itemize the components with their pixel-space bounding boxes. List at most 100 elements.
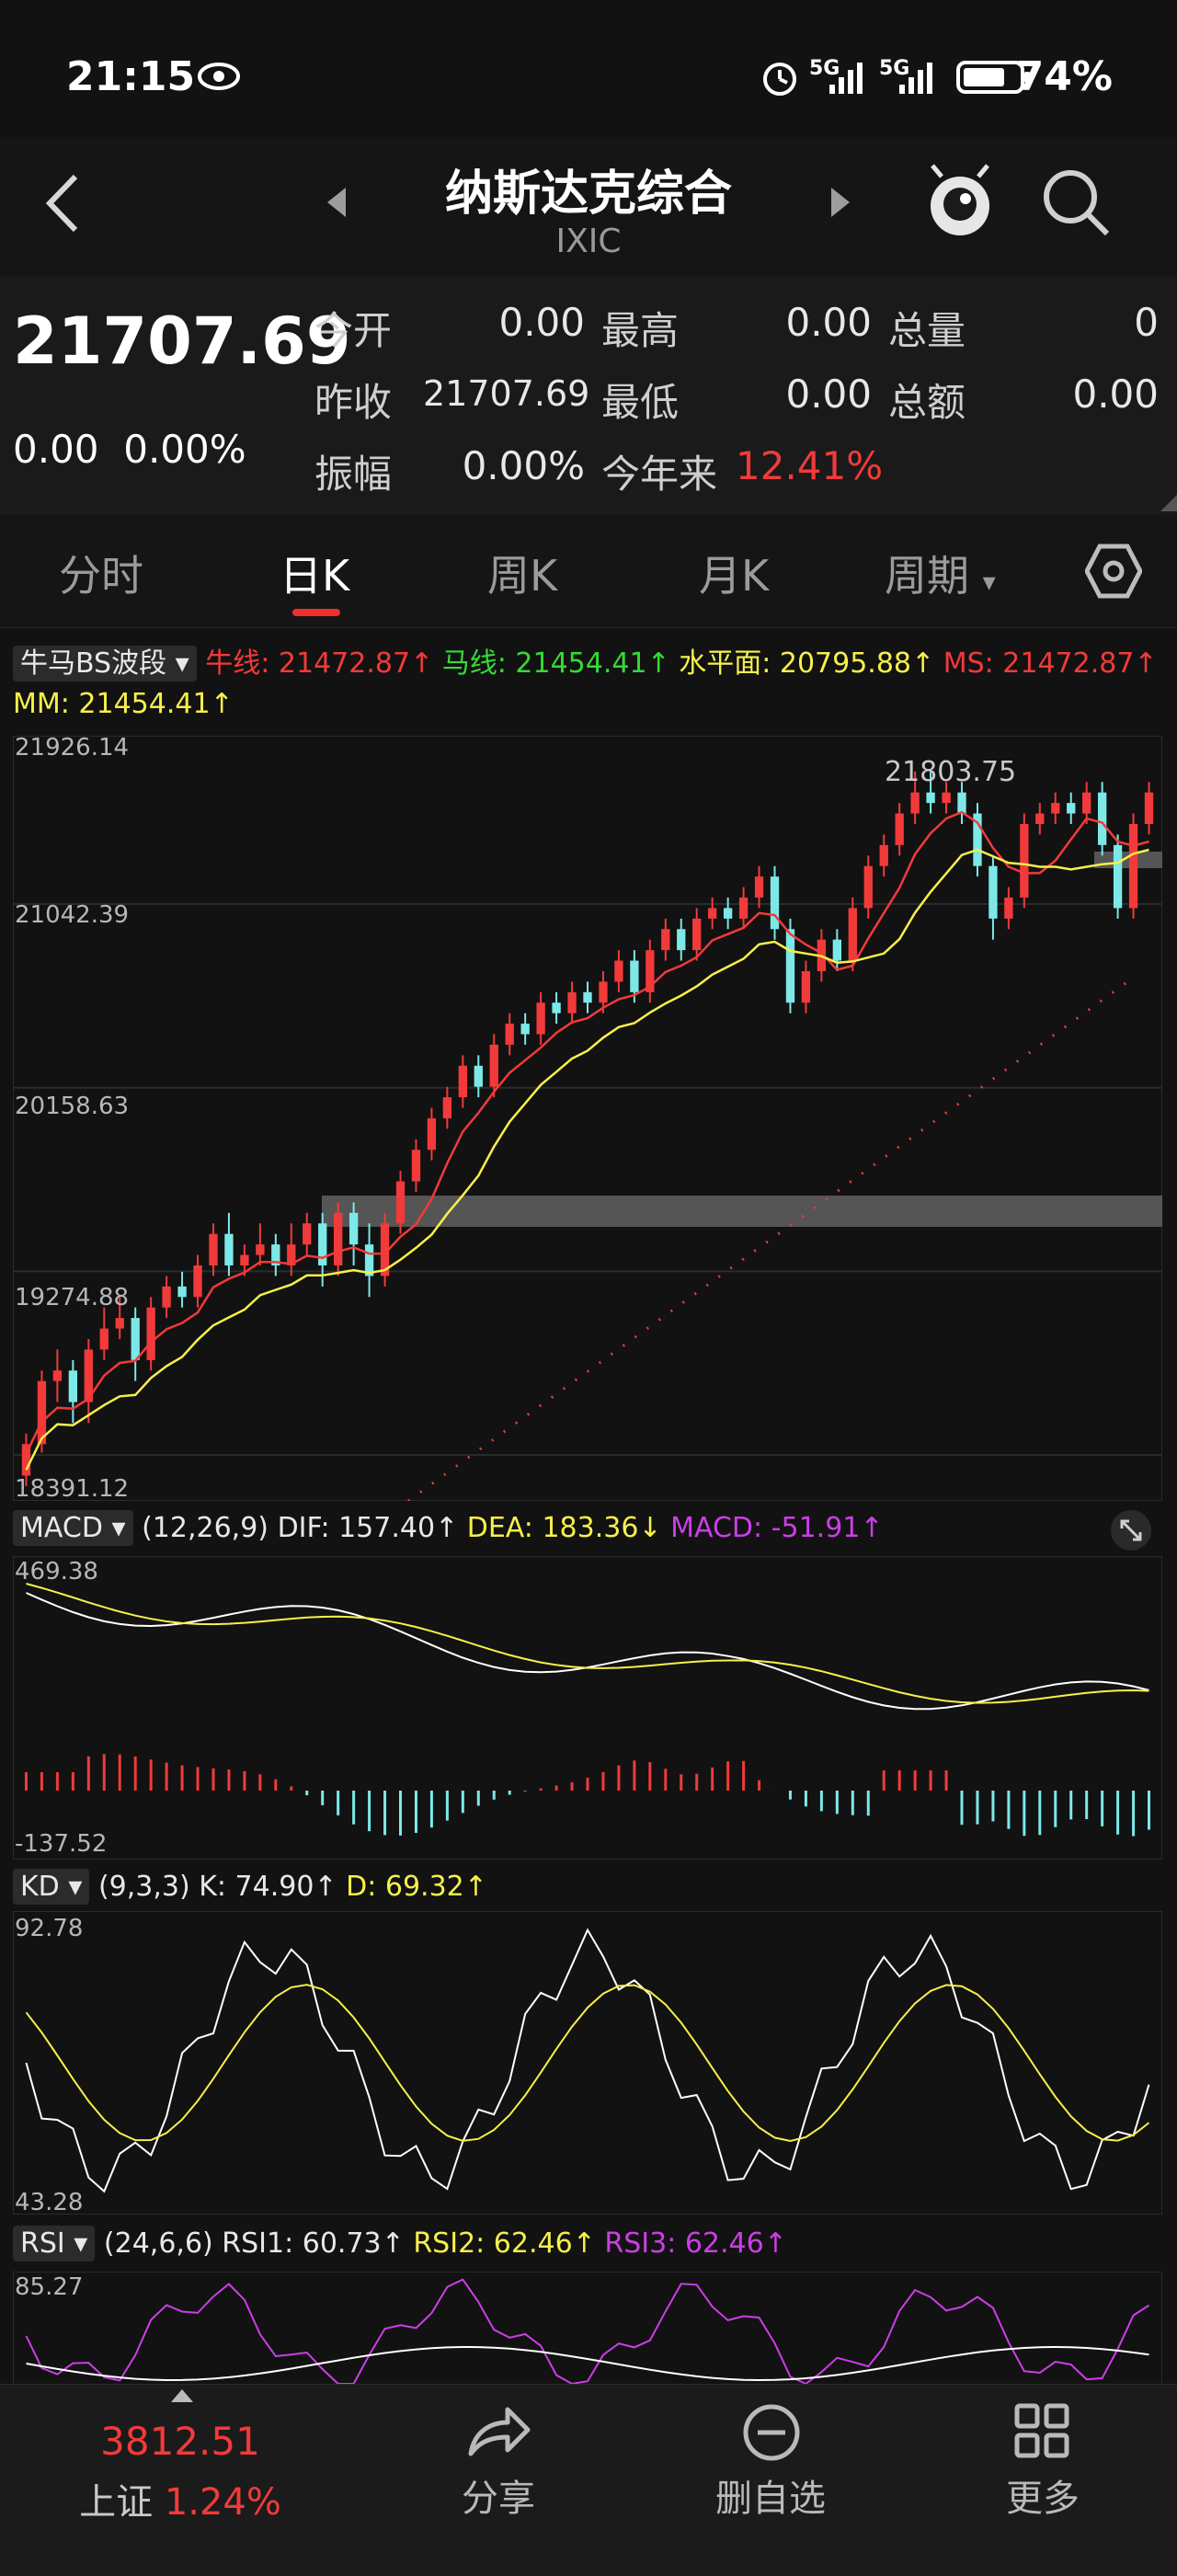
- main-indicator-name: 牛马BS波段: [20, 647, 167, 680]
- candle-body: [240, 1254, 249, 1265]
- share-label[interactable]: 分享: [462, 2478, 535, 2520]
- more-label[interactable]: 更多: [1006, 2478, 1080, 2520]
- candle-body: [489, 1044, 498, 1087]
- tab-period[interactable]: 周期 ▾: [885, 543, 996, 603]
- candle-body: [1113, 844, 1123, 909]
- candle-body: [1067, 803, 1076, 814]
- candle-body: [630, 960, 639, 992]
- field-label-open: 今开: [314, 308, 393, 353]
- candle-body: [1004, 897, 1013, 919]
- kd-legend: KD ▾ (9,3,3) K: 74.90↑ D: 69.32↑: [13, 1869, 487, 1905]
- stock-code: IXIC: [555, 223, 622, 260]
- more-grid-icon[interactable]: [1013, 2402, 1070, 2459]
- mascot-icon[interactable]: [923, 162, 997, 245]
- chart-frame: [13, 1556, 1162, 1860]
- candle-body: [520, 1024, 530, 1035]
- indicator-ms: MS: 21472.87↑: [943, 647, 1158, 680]
- d-line: [25, 1984, 1150, 2143]
- index-name: 上证: [79, 2481, 154, 2524]
- candle-body: [832, 939, 842, 961]
- main-indicator-select[interactable]: 牛马BS波段 ▾: [13, 646, 197, 681]
- candle-body: [895, 813, 904, 845]
- candle-body: [442, 1097, 452, 1118]
- niu-line: [25, 810, 1149, 1454]
- chart-frame: [13, 1911, 1162, 2215]
- signal-label-1: 5G: [809, 57, 840, 80]
- field-value-high: 0.00: [785, 300, 872, 345]
- remove-watchlist-icon[interactable]: [741, 2402, 802, 2463]
- candle-body: [1097, 792, 1107, 845]
- back-icon[interactable]: [40, 171, 86, 235]
- caret-up-icon: [171, 2389, 193, 2402]
- candle-body: [785, 929, 795, 1003]
- macd-select[interactable]: MACD ▾: [13, 1510, 133, 1546]
- battery-percent: 74%: [1015, 53, 1113, 100]
- candle-body: [474, 1065, 483, 1087]
- price-axis-label-0: 21926.14: [15, 734, 130, 761]
- change-percent: 0.00%: [123, 427, 246, 472]
- macd-axis-bottom: -137.52: [15, 1830, 108, 1858]
- rsi1: RSI1: 60.73↑: [222, 2227, 405, 2260]
- rsi-legend: RSI ▾ (24,6,6) RSI1: 60.73↑ RSI2: 62.46↑…: [13, 2226, 787, 2261]
- field-label-prevclose: 昨收: [314, 380, 393, 425]
- candle-body: [692, 918, 702, 951]
- candle-body: [583, 991, 592, 1003]
- next-stock-icon[interactable]: [826, 184, 853, 221]
- candle-body: [723, 908, 733, 919]
- macd-dea: DEA: 183.36↓: [466, 1512, 662, 1544]
- ma-line: [25, 848, 1149, 1471]
- current-price: 21707.69: [13, 303, 351, 379]
- share-icon[interactable]: [465, 2402, 531, 2459]
- k-line: [25, 1928, 1150, 2193]
- settings-hexagon-icon[interactable]: [1085, 543, 1142, 600]
- alarm-icon: [763, 63, 796, 96]
- eye-icon: [198, 63, 240, 90]
- candle-body: [505, 1024, 514, 1045]
- prev-stock-icon[interactable]: [324, 184, 351, 221]
- remove-watchlist-label[interactable]: 删自选: [715, 2478, 826, 2520]
- tab-daily-k[interactable]: 日K: [280, 551, 350, 601]
- support-band: [1094, 852, 1162, 868]
- candle-body: [52, 1370, 63, 1381]
- kd-chart: [13, 1911, 1162, 2215]
- tab-weekly-k[interactable]: 周K: [487, 551, 558, 601]
- candle-body: [427, 1117, 437, 1151]
- candle-body: [209, 1233, 218, 1265]
- signal-icon: [829, 63, 863, 94]
- kd-params: (9,3,3): [97, 1871, 190, 1903]
- rsi-select[interactable]: RSI ▾: [13, 2226, 96, 2261]
- field-label-ytd: 今年来: [601, 452, 718, 497]
- field-value-volume: 0: [1134, 300, 1159, 345]
- price-axis-label-4: 18391.12: [15, 1475, 130, 1503]
- search-icon[interactable]: [1039, 166, 1113, 239]
- candle-body: [287, 1244, 296, 1265]
- expand-icon[interactable]: [1109, 1508, 1153, 1552]
- tab-monthly-k[interactable]: 月K: [699, 551, 770, 601]
- chevron-down-icon: ▾: [982, 567, 996, 597]
- corner-triangle-icon: [1160, 495, 1177, 511]
- candle-body: [115, 1318, 124, 1329]
- candle-body: [84, 1349, 93, 1402]
- support-band: [322, 1196, 1162, 1227]
- field-value-low: 0.00: [785, 372, 872, 417]
- dotted-trend-line: [407, 975, 1136, 1501]
- battery-icon: [956, 61, 1030, 94]
- indicator-niu-line: 牛线: 21472.87↑: [205, 647, 434, 680]
- rsi-chart: [13, 2272, 1162, 2384]
- macd-legend: MACD ▾ (12,26,9) DIF: 157.40↑ DEA: 183.3…: [13, 1510, 884, 1546]
- tab-intraday[interactable]: 分时: [59, 551, 143, 601]
- kd-select[interactable]: KD ▾: [13, 1869, 90, 1905]
- rsi1-line: [26, 2345, 1149, 2382]
- candle-body: [661, 929, 670, 951]
- macd-axis-top: 469.38: [15, 1558, 98, 1586]
- field-value-amplitude: 0.00%: [462, 443, 585, 488]
- index-value[interactable]: 3812.51: [100, 2419, 260, 2464]
- index-summary[interactable]: 上证 1.24%: [55, 2472, 305, 2525]
- price-chart[interactable]: [13, 736, 1162, 1501]
- candle-body: [599, 981, 608, 1003]
- candle-body: [193, 1265, 202, 1298]
- signal-icon-2: [899, 63, 932, 94]
- candle-body: [536, 1002, 545, 1035]
- field-label-amplitude: 振幅: [314, 452, 393, 497]
- candle-body: [677, 929, 686, 951]
